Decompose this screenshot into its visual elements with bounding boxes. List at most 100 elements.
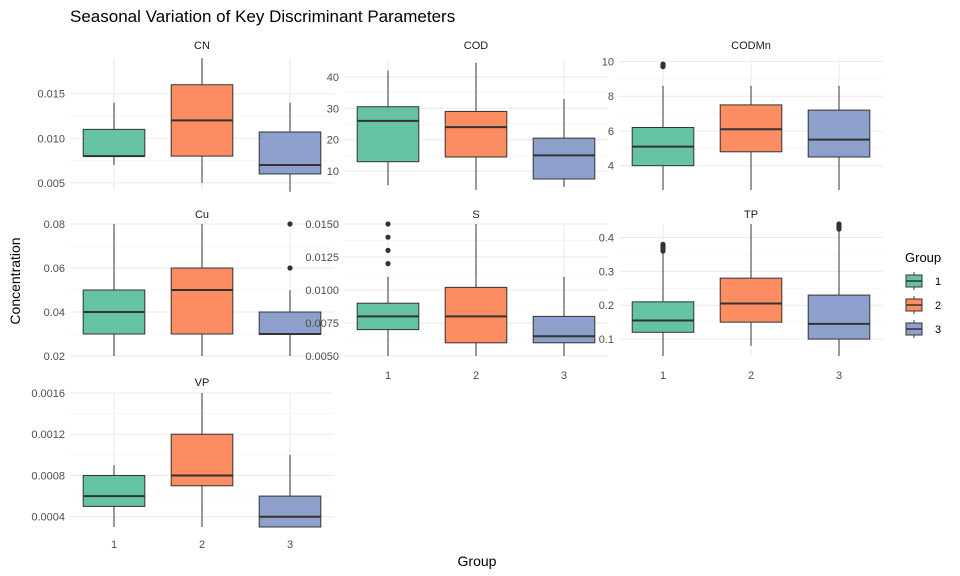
x-tick-label: 1 bbox=[111, 539, 117, 551]
box-group-3 bbox=[258, 454, 322, 528]
box bbox=[807, 294, 871, 340]
y-tick-label: 0.0004 bbox=[31, 512, 65, 524]
outlier-point bbox=[287, 221, 293, 227]
box-group-3 bbox=[258, 102, 322, 192]
box bbox=[82, 128, 146, 157]
y-tick-label: 40 bbox=[327, 72, 339, 84]
panel-Cu: Cu 0.02 0.04 0.06 0.08 bbox=[44, 209, 334, 363]
box-group-2 bbox=[719, 224, 783, 346]
box-group-3 bbox=[532, 276, 596, 356]
box bbox=[170, 267, 234, 335]
box-group-2 bbox=[444, 224, 508, 356]
panel-label: Cu bbox=[195, 209, 209, 221]
y-axis-title: Concentration bbox=[7, 237, 23, 324]
box-group-1 bbox=[82, 224, 146, 356]
panel-VP: VP 0.0004 0.0008 0.0012 0.0016 1 2 3 bbox=[31, 377, 334, 551]
panel-COD: COD 10 20 30 40 bbox=[327, 40, 608, 190]
y-tick-label: 0.0050 bbox=[305, 351, 339, 363]
box bbox=[356, 106, 420, 163]
box-group-1 bbox=[356, 221, 420, 356]
box bbox=[532, 137, 596, 180]
y-tick-label: 0.0100 bbox=[305, 285, 339, 297]
panel-label: TP bbox=[744, 209, 758, 221]
y-tick-label: 8 bbox=[608, 91, 614, 103]
panel-CN: CN 0.005 0.010 0.015 bbox=[37, 40, 334, 192]
outlier-point bbox=[660, 241, 666, 247]
y-tick-label: 0.0125 bbox=[305, 252, 339, 264]
box-group-1 bbox=[82, 102, 146, 166]
box-group-1 bbox=[631, 241, 695, 356]
legend-label: 2 bbox=[935, 300, 941, 312]
outlier-point bbox=[836, 221, 842, 227]
box bbox=[170, 433, 234, 487]
outlier-point bbox=[660, 61, 666, 67]
panel-TP: TP 0.1 0.2 0.3 0.4 1 2 3 bbox=[599, 209, 883, 382]
y-tick-label: 10 bbox=[602, 56, 614, 68]
box-group-2 bbox=[719, 85, 783, 190]
box-group-2 bbox=[444, 62, 508, 190]
box bbox=[258, 131, 322, 175]
outlier-point bbox=[385, 247, 391, 253]
y-tick-label: 4 bbox=[608, 161, 614, 173]
x-tick-label: 1 bbox=[385, 370, 391, 382]
box-group-2 bbox=[170, 58, 234, 183]
outlier-point bbox=[385, 261, 391, 267]
y-tick-label: 0.1 bbox=[599, 334, 614, 346]
box-group-1 bbox=[356, 70, 420, 186]
y-tick-label: 30 bbox=[327, 103, 339, 115]
legend-label: 1 bbox=[935, 276, 941, 288]
y-tick-label: 0.0012 bbox=[31, 429, 65, 441]
x-tick-label: 2 bbox=[199, 539, 205, 551]
outlier-point bbox=[385, 234, 391, 240]
y-tick-label: 0.0008 bbox=[31, 470, 65, 482]
y-tick-label: 0.3 bbox=[599, 266, 614, 278]
outlier-point bbox=[287, 265, 293, 271]
box bbox=[444, 286, 508, 344]
panel-label: CN bbox=[194, 40, 210, 52]
legend-title: Group bbox=[905, 250, 941, 265]
box-group-1 bbox=[82, 465, 146, 527]
box-group-3 bbox=[807, 85, 871, 190]
y-tick-label: 0.0075 bbox=[305, 318, 339, 330]
y-tick-label: 0.010 bbox=[37, 133, 65, 145]
box-group-3 bbox=[258, 221, 322, 356]
box bbox=[631, 301, 695, 333]
panel-label: S bbox=[472, 209, 479, 221]
x-axis-title: Group bbox=[458, 553, 497, 569]
y-tick-label: 0.0016 bbox=[31, 388, 65, 400]
legend-item-3: 3 bbox=[905, 320, 941, 338]
y-tick-label: 0.04 bbox=[44, 307, 65, 319]
x-tick-label: 2 bbox=[473, 370, 479, 382]
x-tick-label: 1 bbox=[660, 370, 666, 382]
chart-title: Seasonal Variation of Key Discriminant P… bbox=[70, 7, 455, 26]
box bbox=[719, 277, 783, 323]
panel-label: VP bbox=[195, 377, 210, 389]
y-tick-label: 0.015 bbox=[37, 89, 65, 101]
y-tick-label: 20 bbox=[327, 135, 339, 147]
box-group-3 bbox=[532, 98, 596, 187]
x-tick-label: 3 bbox=[561, 370, 567, 382]
y-tick-label: 6 bbox=[608, 126, 614, 138]
box bbox=[82, 474, 146, 507]
outlier-point bbox=[385, 221, 391, 227]
box bbox=[532, 315, 596, 344]
box bbox=[807, 109, 871, 158]
y-tick-label: 0.4 bbox=[599, 233, 614, 245]
legend-item-2: 2 bbox=[905, 296, 941, 314]
y-tick-label: 10 bbox=[327, 166, 339, 178]
facet-panels: CN 0.005 0.010 0.015 COD 10 20 30 40 CODMn 4 6 8 10 Cu… bbox=[31, 40, 883, 551]
panel-CODMn: CODMn 4 6 8 10 bbox=[602, 40, 883, 190]
box-group-2 bbox=[170, 224, 234, 356]
y-tick-label: 0.005 bbox=[37, 178, 65, 190]
y-tick-label: 0.2 bbox=[599, 300, 614, 312]
box-group-1 bbox=[631, 61, 695, 190]
y-tick-label: 0.08 bbox=[44, 219, 65, 231]
box bbox=[444, 110, 508, 158]
legend-label: 3 bbox=[935, 324, 941, 336]
box-group-3 bbox=[807, 221, 871, 356]
panel-label: CODMn bbox=[731, 40, 771, 52]
panel-S: S 0.0050 0.0075 0.0100 0.0125 0.0150 1 2 3 bbox=[305, 209, 608, 382]
panel-label: COD bbox=[464, 40, 489, 52]
y-tick-label: 0.02 bbox=[44, 351, 65, 363]
